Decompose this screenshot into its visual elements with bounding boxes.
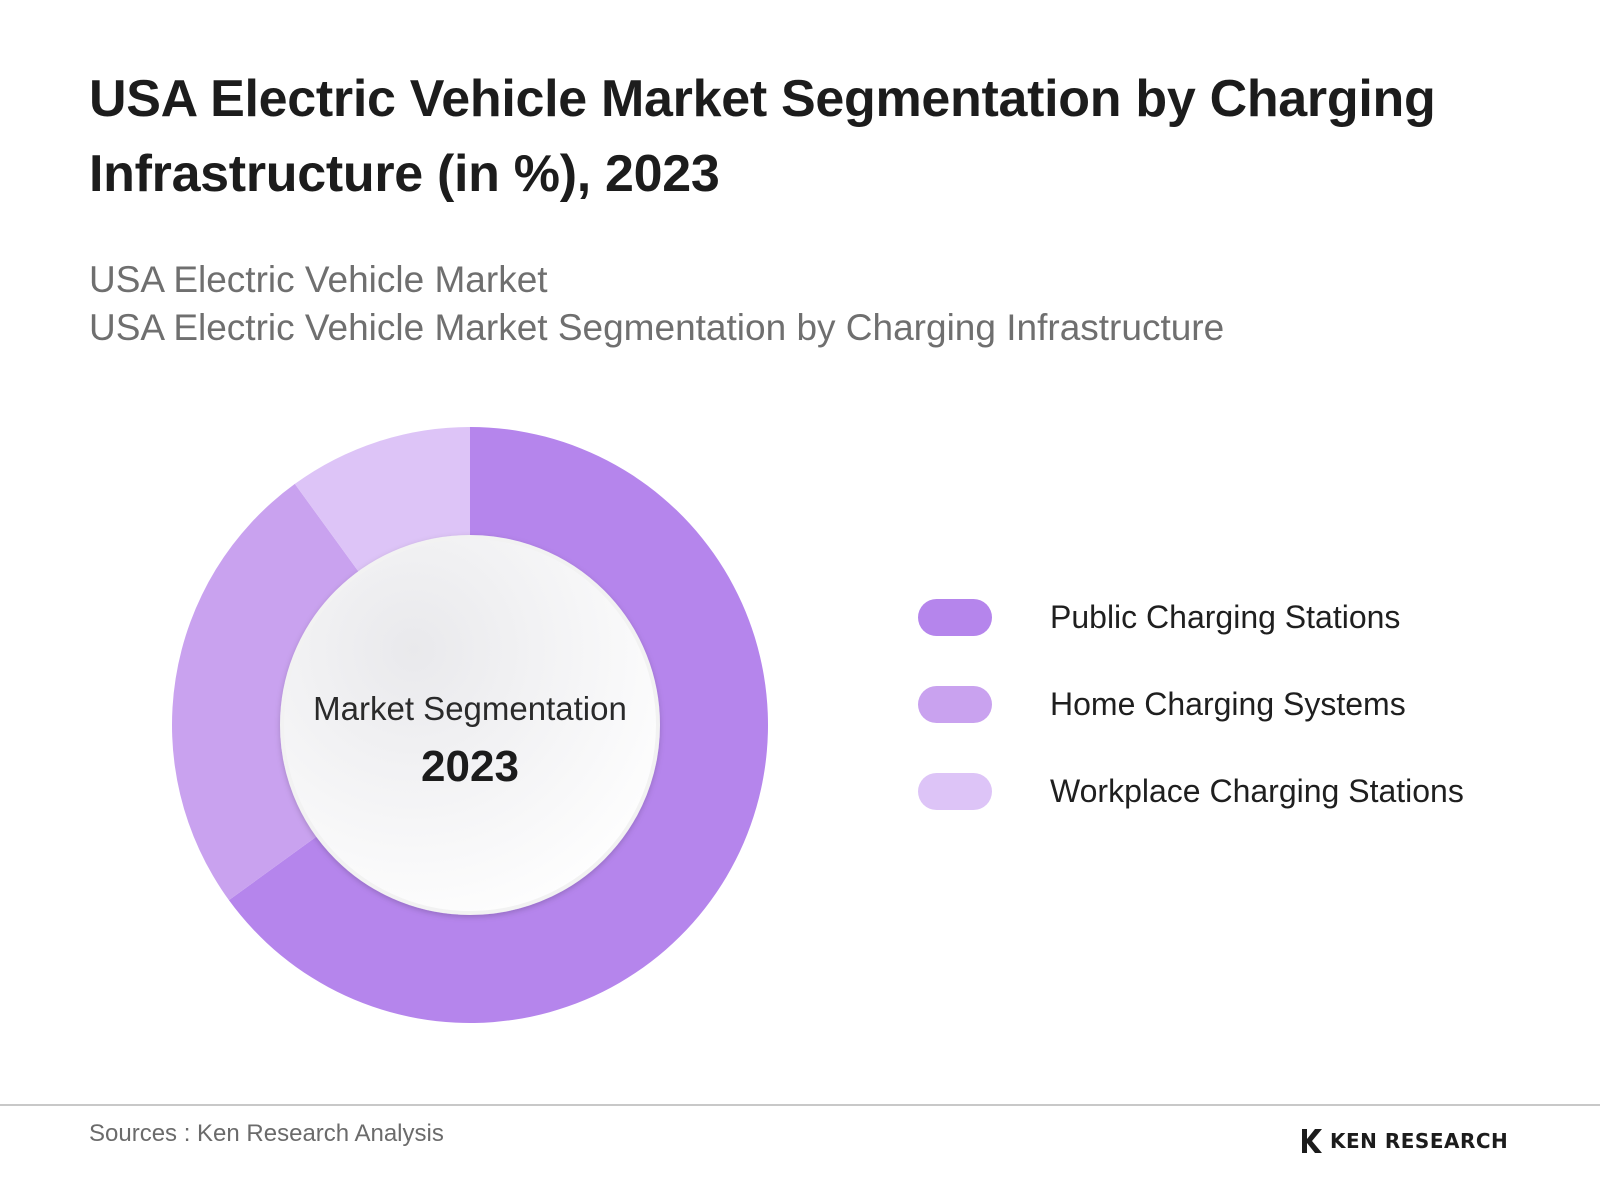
legend-swatch-home (918, 686, 992, 723)
ken-research-logo-icon (1302, 1129, 1322, 1153)
legend-label-workplace: Workplace Charging Stations (1050, 773, 1464, 809)
legend-swatch-workplace (918, 773, 992, 810)
donut-center (280, 535, 660, 915)
legend-label-public: Public Charging Stations (1050, 599, 1401, 635)
subtitle-segmentation: USA Electric Vehicle Market Segmentation… (89, 307, 1225, 348)
legend-label-home: Home Charging Systems (1050, 686, 1406, 722)
legend-swatch-public (918, 599, 992, 636)
footer-divider (0, 1104, 1600, 1106)
ken-research-logo: KEN RESEARCH (1300, 1126, 1508, 1156)
center-label: Market Segmentation (313, 690, 627, 727)
center-year: 2023 (421, 742, 519, 791)
chart-title: USA Electric Vehicle Market Segmentation… (89, 70, 1436, 203)
donut-slice-home-charging-systems (171, 483, 364, 901)
subtitle-market: USA Electric Vehicle Market (89, 259, 548, 300)
ken-research-logo-text: KEN RESEARCH (1330, 1129, 1509, 1153)
source-note: Sources : Ken Research Analysis (89, 1120, 444, 1147)
donut-slice-workplace-charging-stations (294, 427, 470, 578)
